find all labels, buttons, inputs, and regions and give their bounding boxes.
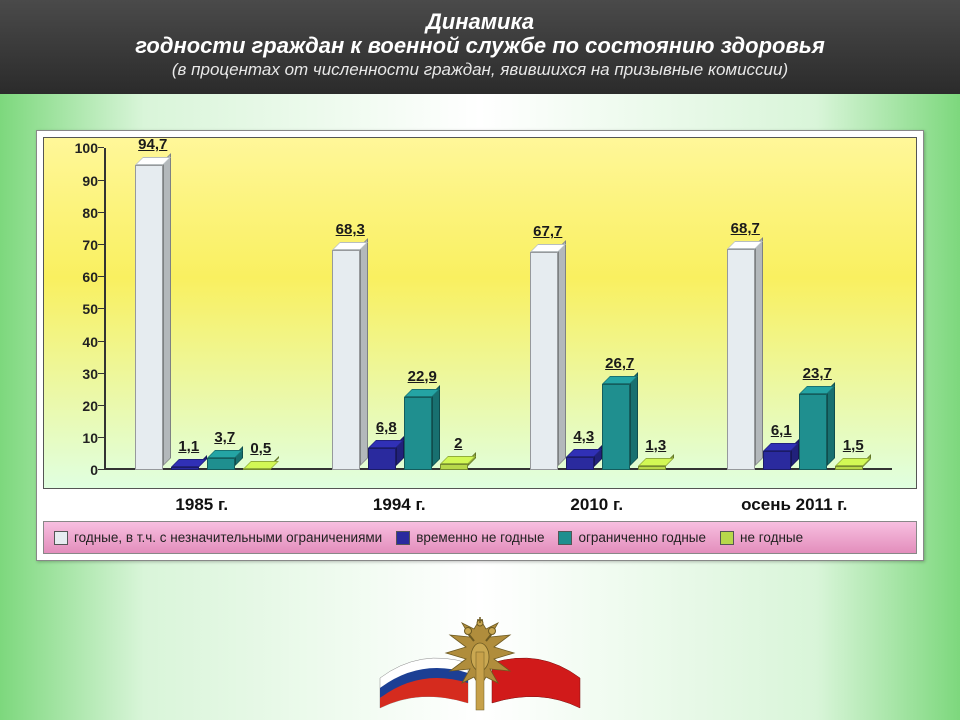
subtitle: (в процентах от численности граждан, яви… <box>20 60 940 80</box>
legend-label: годные, в т.ч. с незначительными огранич… <box>74 530 382 545</box>
legend: годные, в т.ч. с незначительными огранич… <box>43 521 917 554</box>
y-tick-label: 20 <box>58 398 98 414</box>
bar <box>530 252 558 470</box>
value-label: 6,8 <box>376 419 397 436</box>
value-label: 1,1 <box>178 438 199 455</box>
chart-container: 010203040506070809010094,71,13,70,568,36… <box>36 130 924 561</box>
title-line1: Динамика <box>20 10 940 34</box>
bar <box>763 451 791 471</box>
bar <box>243 469 271 471</box>
bar-group: 68,7 6,1 23,7 1,5 <box>697 148 895 470</box>
x-axis-label: 1994 г. <box>301 495 499 515</box>
value-label: 2 <box>454 435 462 452</box>
value-label: 94,7 <box>138 136 167 153</box>
value-label: 68,3 <box>336 221 365 238</box>
value-label: 1,5 <box>843 437 864 454</box>
bar <box>368 448 396 470</box>
value-label: 68,7 <box>731 220 760 237</box>
value-label: 3,7 <box>214 429 235 446</box>
x-axis-labels: 1985 г.1994 г.2010 г.осень 2011 г. <box>43 495 917 515</box>
x-axis-label: 2010 г. <box>498 495 696 515</box>
plot-area: 010203040506070809010094,71,13,70,568,36… <box>104 148 892 470</box>
legend-swatch <box>720 531 734 545</box>
y-tick-label: 70 <box>58 237 98 253</box>
legend-swatch <box>54 531 68 545</box>
header: Динамика годности граждан к военной служ… <box>0 0 960 94</box>
y-tick-label: 40 <box>58 334 98 350</box>
bar-group: 94,71,13,70,5 <box>104 148 302 470</box>
x-axis-label: осень 2011 г. <box>696 495 894 515</box>
y-tick-label: 10 <box>58 430 98 446</box>
flagpole-icon <box>476 652 484 710</box>
title-line2: годности граждан к военной службе по сос… <box>20 34 940 58</box>
y-tick-label: 80 <box>58 205 98 221</box>
y-tick-label: 90 <box>58 173 98 189</box>
page: Динамика годности граждан к военной служ… <box>0 0 960 720</box>
y-tick-label: 30 <box>58 366 98 382</box>
value-label: 1,3 <box>645 437 666 454</box>
legend-swatch <box>558 531 572 545</box>
bar <box>638 466 666 470</box>
value-label: 67,7 <box>533 223 562 240</box>
y-tick-label: 100 <box>58 140 98 156</box>
legend-item: ограниченно годные <box>558 530 706 545</box>
bar <box>404 397 432 471</box>
value-label: 4,3 <box>573 428 594 445</box>
bar <box>440 464 468 470</box>
bar <box>171 467 199 471</box>
emblem <box>360 608 600 718</box>
bar-group: 67,7 4,3 26,7 1,3 <box>499 148 697 470</box>
legend-item: годные, в т.ч. с незначительными огранич… <box>54 530 382 545</box>
legend-label: ограниченно годные <box>578 530 706 545</box>
legend-label: временно не годные <box>416 530 544 545</box>
bar-group: 68,3 6,8 22,9 2 <box>302 148 500 470</box>
y-tick-label: 0 <box>58 462 98 478</box>
flag-left-icon <box>380 658 468 708</box>
y-tick-label: 60 <box>58 269 98 285</box>
bar <box>602 384 630 470</box>
bar <box>332 250 360 470</box>
legend-item: временно не годные <box>396 530 544 545</box>
bar <box>727 249 755 470</box>
emblem-svg <box>360 608 600 718</box>
bar <box>566 457 594 471</box>
legend-label: не годные <box>740 530 803 545</box>
bar <box>799 394 827 470</box>
legend-swatch <box>396 531 410 545</box>
flag-right-icon <box>492 658 580 708</box>
legend-item: не годные <box>720 530 803 545</box>
value-label: 23,7 <box>803 365 832 382</box>
value-label: 26,7 <box>605 355 634 372</box>
value-label: 0,5 <box>250 440 271 457</box>
bar <box>207 458 235 470</box>
x-axis-label: 1985 г. <box>103 495 301 515</box>
value-label: 6,1 <box>771 422 792 439</box>
bar <box>835 466 863 471</box>
chart-plot-bg: 010203040506070809010094,71,13,70,568,36… <box>43 137 917 489</box>
bar <box>135 165 163 470</box>
value-label: 22,9 <box>408 368 437 385</box>
y-tick-label: 50 <box>58 301 98 317</box>
